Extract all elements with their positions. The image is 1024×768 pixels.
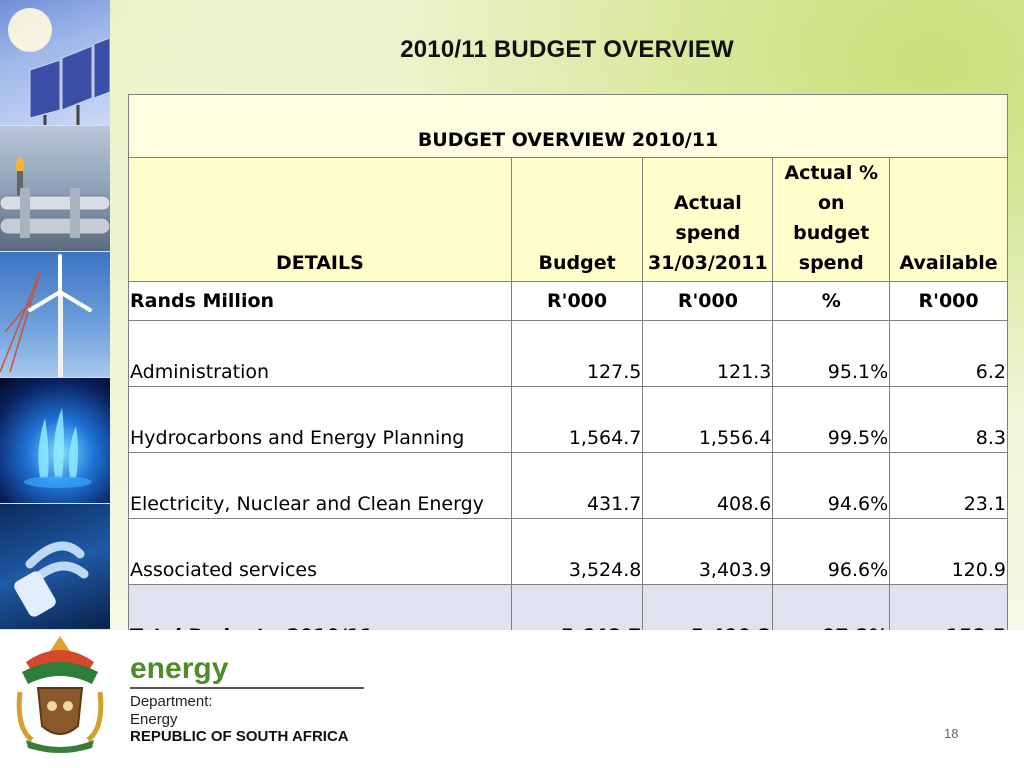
row-label: Electricity, Nuclear and Clean Energy — [128, 452, 512, 519]
row-budget: 1,564.7 — [510, 386, 644, 453]
header-actual-percent: Actual % on budget spend — [772, 157, 891, 282]
department-name: Energy — [130, 711, 178, 728]
table-row: Administration 127.5 121.3 95.1% 6.2 — [128, 320, 1008, 387]
header-budget: Budget — [510, 157, 644, 282]
units-row: Rands Million R'000 R'000 % R'000 — [128, 281, 1008, 321]
units-actual-spend: R'000 — [642, 281, 774, 321]
wind-turbine-image — [0, 252, 110, 378]
row-actual-percent: 96.6% — [772, 518, 891, 585]
brand-divider — [130, 687, 364, 689]
header-actual-spend: Actual spend 31/03/2011 — [642, 157, 774, 282]
gas-flame-image — [0, 378, 110, 504]
country-name: REPUBLIC OF SOUTH AFRICA — [130, 728, 349, 745]
page-number: 18 — [944, 726, 959, 741]
units-budget: R'000 — [510, 281, 644, 321]
row-actual-spend: 3,403.9 — [642, 518, 774, 585]
table-row: Associated services 3,524.8 3,403.9 96.6… — [128, 518, 1008, 585]
row-budget: 3,524.8 — [510, 518, 644, 585]
row-actual-percent: 95.1% — [772, 320, 891, 387]
table-caption-row: BUDGET OVERVIEW 2010/11 — [128, 94, 1008, 158]
units-available: R'000 — [889, 281, 1008, 321]
slide-title: 2010/11 BUDGET OVERVIEW — [400, 36, 734, 63]
row-actual-spend: 121.3 — [642, 320, 774, 387]
row-budget: 431.7 — [510, 452, 644, 519]
budget-table: BUDGET OVERVIEW 2010/11 DETAILS Budget A… — [128, 94, 1008, 651]
row-available: 8.3 — [889, 386, 1008, 453]
row-actual-spend: 408.6 — [642, 452, 774, 519]
pipeline-image — [0, 126, 110, 252]
units-details: Rands Million — [128, 281, 512, 321]
footer — [0, 630, 1024, 768]
row-available: 23.1 — [889, 452, 1008, 519]
light-bulb-image — [0, 504, 110, 630]
row-available: 120.9 — [889, 518, 1008, 585]
row-label: Administration — [128, 320, 512, 387]
row-label: Associated services — [128, 518, 512, 585]
coat-of-arms-icon — [12, 632, 108, 754]
header-details: DETAILS — [128, 157, 512, 282]
table-row: Electricity, Nuclear and Clean Energy 43… — [128, 452, 1008, 519]
row-actual-spend: 1,556.4 — [642, 386, 774, 453]
row-label: Hydrocarbons and Energy Planning — [128, 386, 512, 453]
department-label: Department: — [130, 693, 213, 710]
brand-logo-text: energy — [130, 652, 229, 685]
units-actual-percent: % — [772, 281, 891, 321]
table-caption: BUDGET OVERVIEW 2010/11 — [128, 94, 1008, 158]
row-actual-percent: 99.5% — [772, 386, 891, 453]
header-available: Available — [889, 157, 1008, 282]
solar-panel-image — [0, 0, 110, 126]
row-budget: 127.5 — [510, 320, 644, 387]
table-row: Hydrocarbons and Energy Planning 1,564.7… — [128, 386, 1008, 453]
sidebar-image-strip — [0, 0, 110, 630]
row-available: 6.2 — [889, 320, 1008, 387]
row-actual-percent: 94.6% — [772, 452, 891, 519]
table-header-row: DETAILS Budget Actual spend 31/03/2011 A… — [128, 157, 1008, 282]
